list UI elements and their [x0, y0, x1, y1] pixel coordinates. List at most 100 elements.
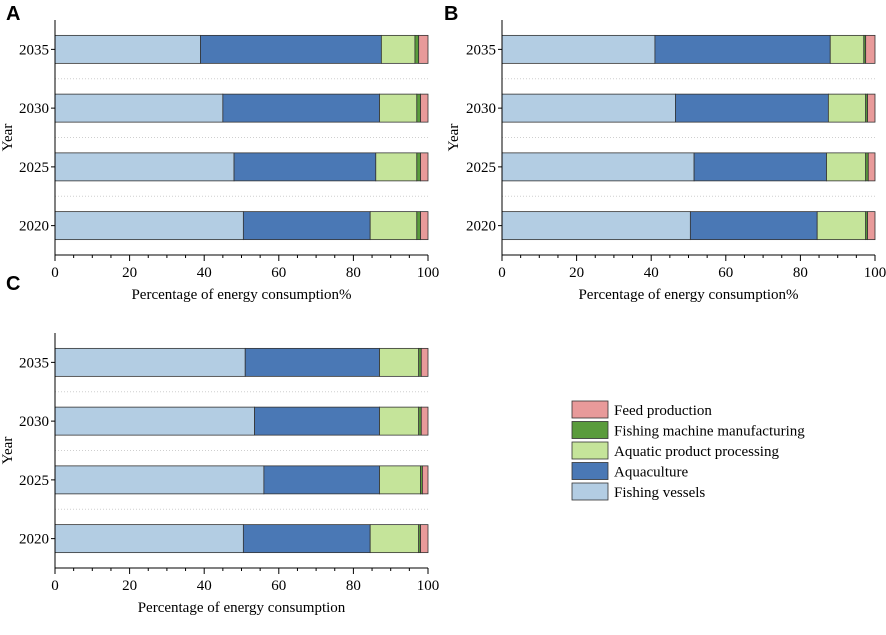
chart-panel-a: A 2035 2030 2025 2020 0 20 40 60 80 100 Percentage …: [0, 3, 439, 303]
x-tick-label: 20: [122, 265, 137, 281]
bar-b-2020-fishing-vessels: [501, 211, 691, 241]
bar-b-2020-feed-production: [867, 211, 876, 241]
y-tick-label: 2020: [19, 532, 49, 548]
x-tick-label: 0: [51, 578, 59, 594]
legend-label: Fishing machine manufacturing: [614, 424, 805, 440]
bar-a-2025-aquaculture: [233, 152, 377, 182]
bar-c-2020-fishing-vessels: [54, 524, 244, 554]
x-tick-label: 80: [346, 265, 361, 281]
bar-a-2030-aquatic-product-processing: [379, 93, 418, 123]
y-axis-title: Year: [446, 124, 462, 152]
bar-a-2035-fishing-vessels: [54, 34, 201, 64]
x-axis-title: Percentage of energy consumption%: [131, 287, 351, 303]
legend-label: Fishing vessels: [614, 485, 705, 501]
x-tick-label: 100: [417, 265, 440, 281]
bar-b-2035-fishing-vessels: [501, 34, 656, 64]
bar-a-2025-fishing-vessels: [54, 152, 235, 182]
bar-c-2035-aquatic-product-processing: [379, 347, 420, 377]
y-tick-label: 2030: [19, 101, 49, 117]
bar-c-2035-aquaculture: [244, 347, 380, 377]
x-axis-title: Percentage of energy consumption: [138, 600, 346, 616]
bar-b-2025-fishing-vessels: [501, 152, 695, 182]
y-tick-label: 2025: [466, 160, 496, 176]
bar-b-2020-aquatic-product-processing: [816, 211, 867, 241]
bar-c-2035-fishing-vessels: [54, 347, 246, 377]
bar-a-2030-fishing-vessels: [54, 93, 224, 123]
x-tick-label: 80: [793, 265, 808, 281]
x-tick-label: 40: [197, 265, 212, 281]
x-tick-label: 0: [51, 265, 59, 281]
y-tick-label: 2020: [19, 219, 49, 235]
x-tick-label: 100: [864, 265, 886, 281]
x-tick-label: 60: [271, 265, 286, 281]
chart-panel-b: B 2035 2030 2025 2020 0 20 40 60 80 100 Percentage …: [444, 3, 886, 303]
bar-a-2020-fishing-vessels: [54, 211, 244, 241]
legend-label: Aquaculture: [614, 465, 688, 481]
bar-c-2030-fishing-vessels: [54, 406, 255, 436]
x-tick-label: 20: [569, 265, 584, 281]
bar-a-2025-fishing-machine-manufacturing: [416, 152, 421, 182]
y-tick-label: 2030: [19, 414, 49, 430]
bar-c-2020-feed-production: [420, 524, 429, 554]
bar-b-2020-aquaculture: [689, 211, 818, 241]
bar-a-2025-feed-production: [420, 152, 429, 182]
x-tick-label: 60: [271, 578, 286, 594]
y-tick-label: 2035: [19, 42, 49, 58]
x-tick-label: 80: [346, 578, 361, 594]
panel-letter-c: C: [6, 273, 20, 295]
y-axis-title: Year: [0, 437, 16, 465]
bar-c-2035-feed-production: [420, 347, 429, 377]
panel-letter-b: B: [444, 3, 458, 25]
bar-c-2025-aquaculture: [263, 465, 380, 495]
bar-c-2020-aquaculture: [242, 524, 371, 554]
bar-c-2025-fishing-vessels: [54, 465, 265, 495]
bar-b-2030-aquatic-product-processing: [827, 93, 867, 123]
bar-a-2020-fishing-machine-manufacturing: [416, 211, 421, 241]
bar-a-2020-feed-production: [420, 211, 429, 241]
y-tick-label: 2035: [19, 355, 49, 371]
bar-a-2030-fishing-machine-manufacturing: [416, 93, 421, 123]
bar-a-2030-feed-production: [420, 93, 429, 123]
x-tick-label: 0: [498, 265, 506, 281]
legend-swatch-aquatic-product-processing: [571, 441, 609, 460]
legend-label: Aquatic product processing: [614, 444, 779, 460]
bar-c-2030-aquaculture: [254, 406, 380, 436]
bar-a-2020-aquatic-product-processing: [369, 211, 418, 241]
bar-a-2020-aquaculture: [242, 211, 371, 241]
legend-label: Feed production: [614, 403, 712, 419]
bar-b-2035-aquaculture: [654, 34, 831, 64]
y-tick-label: 2035: [466, 42, 496, 58]
bar-a-2035-feed-production: [418, 34, 429, 64]
x-tick-label: 20: [122, 578, 137, 594]
y-tick-label: 2025: [19, 473, 49, 489]
chart-panel-c: C 2035 2030 2025 2020 0 20 40 60 80 100 Percentage …: [0, 273, 439, 616]
bar-a-2035-fishing-machine-manufacturing: [414, 34, 420, 64]
x-tick-label: 100: [417, 578, 440, 594]
bar-b-2030-fishing-vessels: [501, 93, 676, 123]
bar-b-2025-feed-production: [867, 152, 876, 182]
panel-letter-a: A: [6, 3, 20, 25]
bar-a-2035-aquaculture: [200, 34, 382, 64]
bar-c-2030-feed-production: [420, 406, 429, 436]
y-tick-label: 2030: [466, 101, 496, 117]
bar-c-2020-aquatic-product-processing: [369, 524, 420, 554]
y-tick-label: 2020: [466, 219, 496, 235]
x-tick-label: 40: [197, 578, 212, 594]
bar-c-2025-aquatic-product-processing: [379, 465, 421, 495]
bar-b-2025-aquatic-product-processing: [826, 152, 867, 182]
legend-swatch-fishing-machine-manufacturing: [571, 421, 609, 439]
bar-b-2035-feed-production: [865, 34, 876, 64]
x-axis-title: Percentage of energy consumption%: [578, 287, 798, 303]
bar-c-2030-aquatic-product-processing: [379, 406, 420, 436]
x-tick-label: 40: [644, 265, 659, 281]
legend-swatch-fishing-vessels: [571, 482, 609, 501]
y-tick-label: 2025: [19, 160, 49, 176]
bar-c-2025-feed-production: [422, 465, 429, 495]
legend-swatch-feed-production: [571, 400, 609, 419]
y-axis-title: Year: [0, 124, 16, 152]
bar-b-2025-aquaculture: [693, 152, 827, 182]
bar-b-2035-aquatic-product-processing: [829, 34, 865, 64]
bar-a-2025-aquatic-product-processing: [375, 152, 418, 182]
legend-swatch-aquaculture: [571, 462, 609, 480]
